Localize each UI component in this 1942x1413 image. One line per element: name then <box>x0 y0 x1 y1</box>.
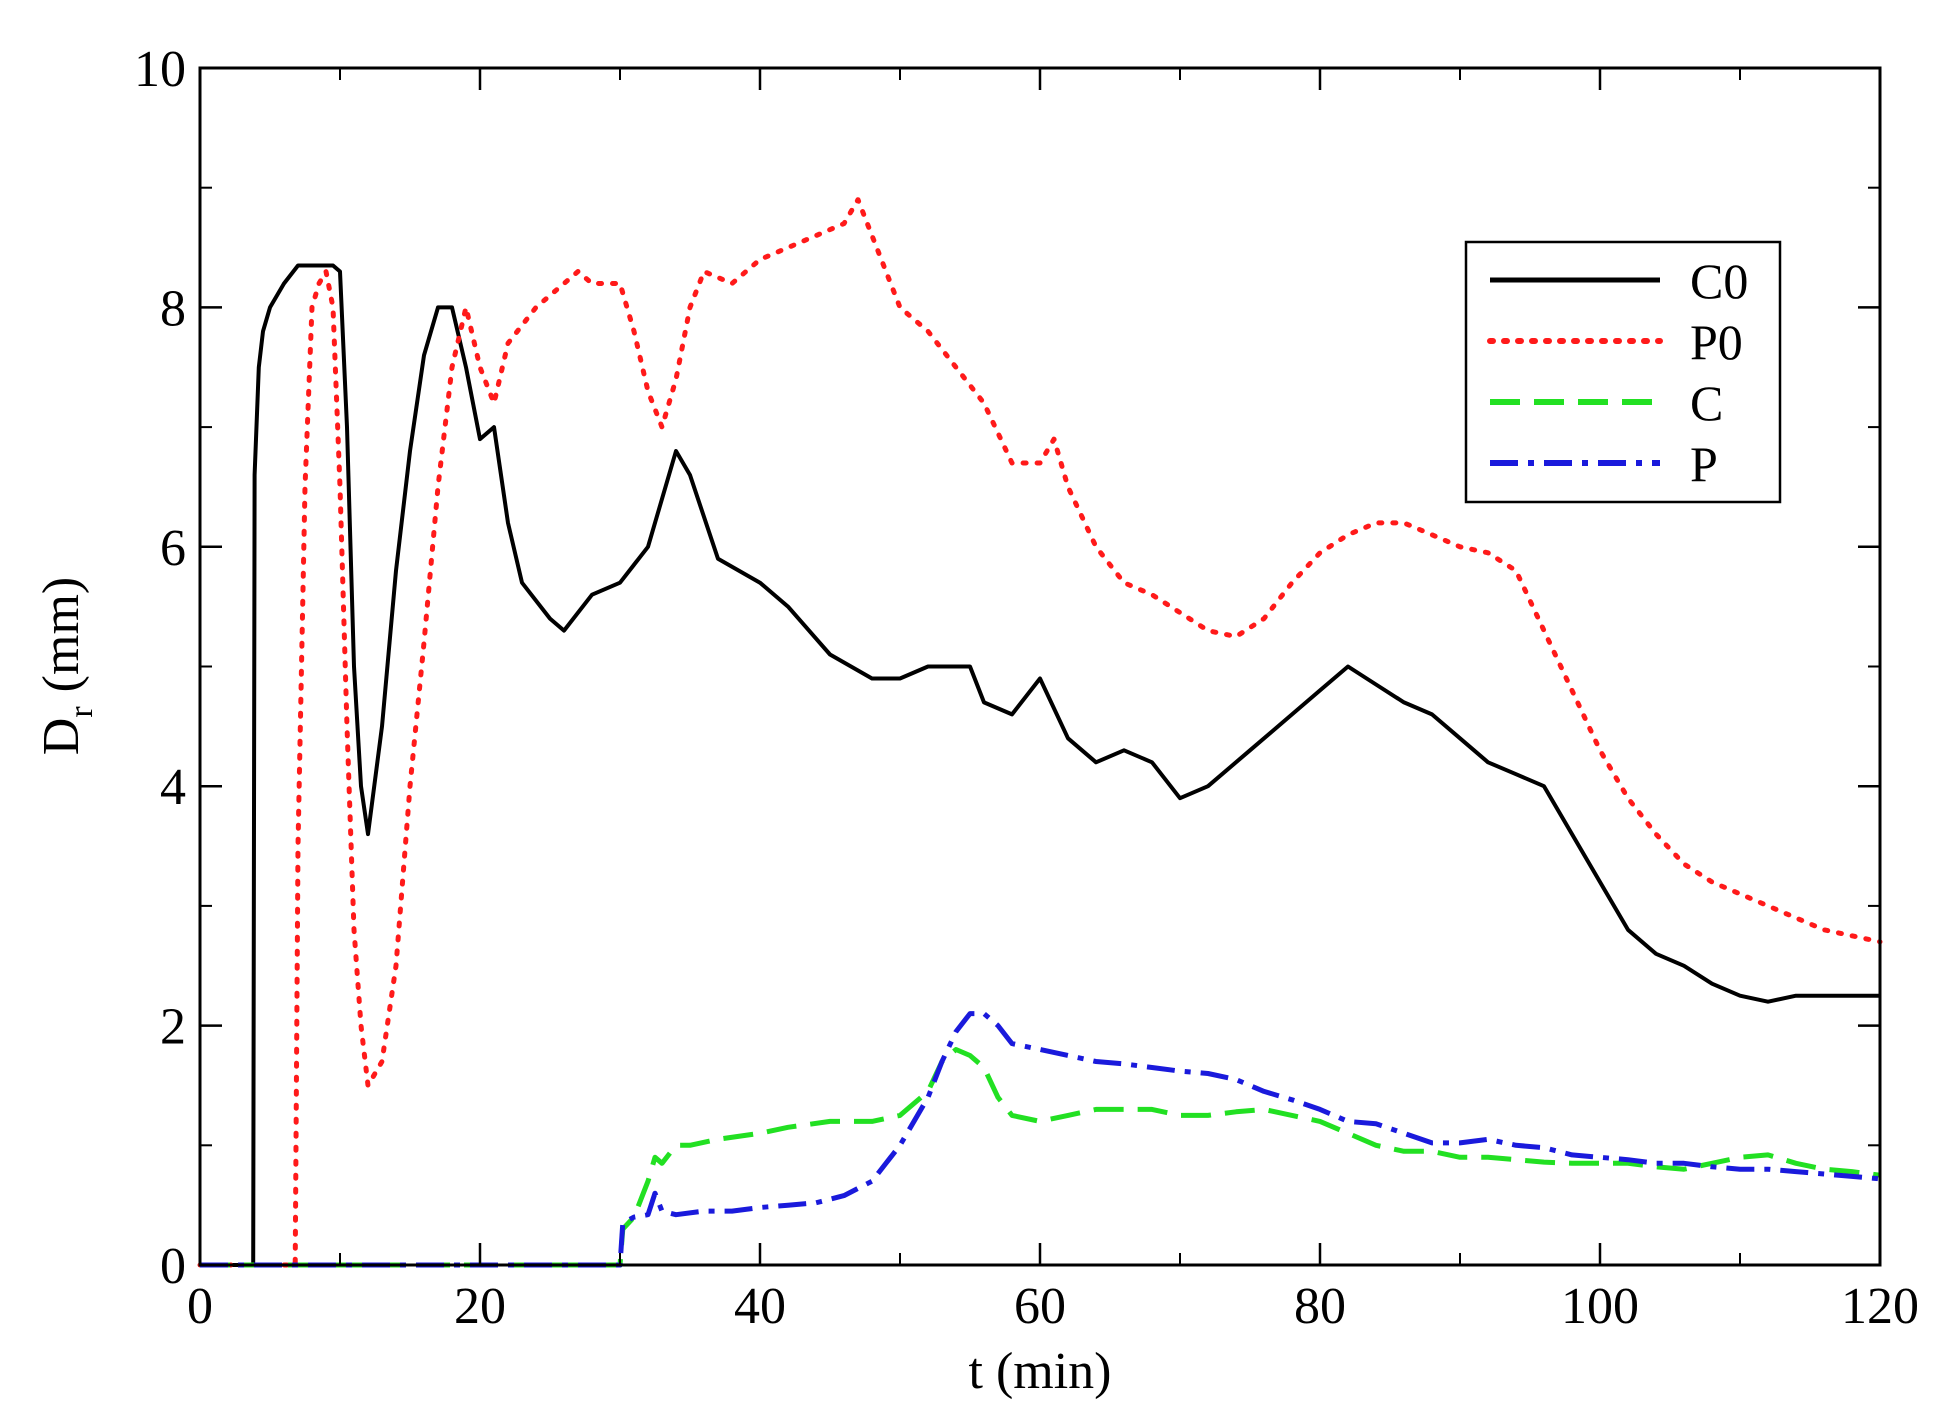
y-axis-label: Dr (mm) <box>33 577 100 755</box>
legend-label-p: P <box>1690 436 1718 492</box>
y-axis-label-unit: (mm) <box>33 577 90 693</box>
x-tick-label: 100 <box>1561 1278 1639 1335</box>
x-tick-label: 120 <box>1841 1278 1919 1335</box>
series-line-c0 <box>200 263 1880 1267</box>
x-tick-label: 60 <box>1014 1278 1066 1335</box>
y-axis-label-main: D <box>33 718 90 756</box>
x-axis-label: t (min) <box>969 1343 1112 1400</box>
y-axis-label-sub: r <box>63 706 100 718</box>
x-tick-label: 20 <box>454 1278 506 1335</box>
y-tick-label: 4 <box>160 759 186 816</box>
legend-label-c: C <box>1690 375 1723 431</box>
series-line-p0 <box>197 197 1883 1268</box>
series-line-c <box>200 1047 1881 1268</box>
y-tick-label: 0 <box>160 1238 186 1295</box>
axis-ticks: 0 20 40 60 80 100 120 0 2 4 6 8 10 <box>134 41 1919 1335</box>
y-tick-label: 2 <box>160 999 186 1056</box>
series-layer <box>197 197 1883 1268</box>
series-line-p <box>200 1011 1881 1268</box>
y-tick-label: 10 <box>134 41 186 98</box>
legend-label-c0: C0 <box>1690 253 1748 309</box>
y-tick-label: 8 <box>160 280 186 337</box>
x-tick-label: 0 <box>187 1278 213 1335</box>
legend-box <box>1464 240 1782 504</box>
legend-label-p0: P0 <box>1690 314 1743 370</box>
x-tick-label: 40 <box>734 1278 786 1335</box>
svg-text:Dr(mm): Dr (mm) <box>33 577 100 755</box>
y-tick-label: 6 <box>160 520 186 577</box>
x-tick-label: 80 <box>1294 1278 1346 1335</box>
